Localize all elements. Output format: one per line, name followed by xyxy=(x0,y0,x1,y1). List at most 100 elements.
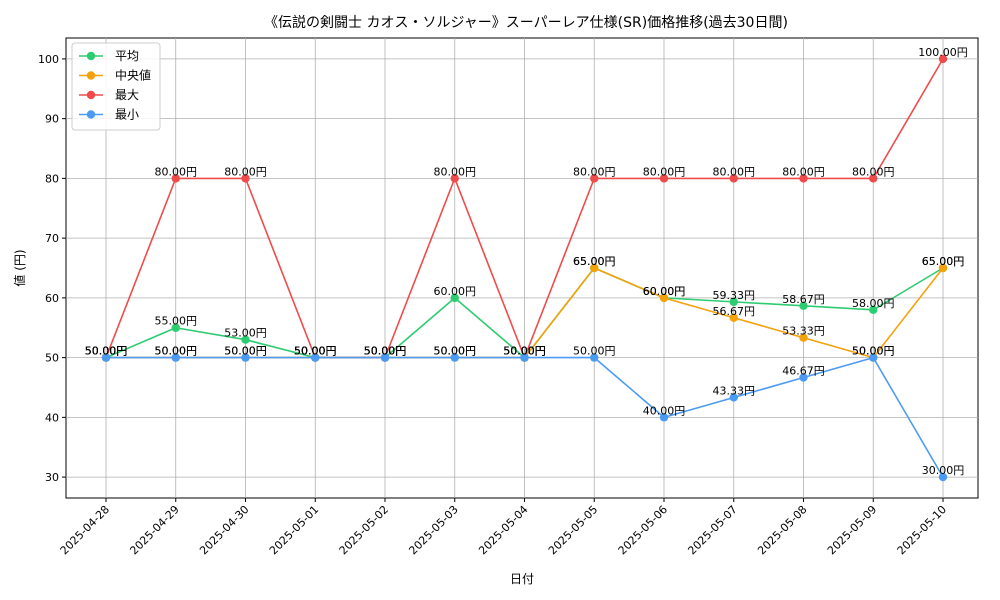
x-tick-label: 2025-05-05 xyxy=(546,503,600,557)
data-labels: 50.00円 55.00円 53.00円 50.00円 50.00円 60.00円 50.0… xyxy=(85,46,968,477)
data-label: 50.00円 xyxy=(364,345,407,358)
data-label: 100.00円 xyxy=(918,46,968,59)
data-label: 60.00円 xyxy=(434,285,477,298)
x-tick-label: 2025-05-03 xyxy=(406,503,460,557)
data-label: 50.00円 xyxy=(224,345,267,358)
data-point xyxy=(869,353,878,362)
data-label: 50.00円 xyxy=(503,345,546,358)
data-label: 50.00円 xyxy=(434,345,477,358)
y-tick-label: 80 xyxy=(45,172,59,185)
data-point xyxy=(171,174,180,183)
data-point xyxy=(659,413,669,422)
data-label: 50.00円 xyxy=(224,345,267,358)
legend-box xyxy=(71,42,161,131)
data-label: 59.33円 xyxy=(713,289,756,302)
legend-marker xyxy=(86,71,96,80)
data-point xyxy=(241,353,250,362)
legend-label: 平均 xyxy=(115,49,139,63)
data-label: 80.00円 xyxy=(155,165,198,178)
x-axis-label: 日付 xyxy=(510,572,534,586)
x-axis: 2025-04-28 2025-04-29 2025-04-30 2025-05-01… xyxy=(58,498,949,557)
data-label: 65.00円 xyxy=(922,255,965,268)
data-label: 65.00円 xyxy=(573,255,616,268)
data-label: 50.00円 xyxy=(85,345,128,358)
x-tick-label: 2025-04-28 xyxy=(58,503,112,557)
data-label: 46.67円 xyxy=(782,365,825,378)
data-label: 50.00円 xyxy=(294,345,337,358)
data-point xyxy=(590,353,599,362)
data-point xyxy=(799,333,808,342)
data-point xyxy=(938,54,948,64)
data-label: 30.00円 xyxy=(922,464,965,477)
data-label: 50.00円 xyxy=(294,345,337,358)
data-point xyxy=(590,263,599,273)
data-label: 53.00円 xyxy=(224,327,267,340)
x-tick-label: 2025-05-06 xyxy=(616,503,670,557)
y-tick-label: 40 xyxy=(45,411,59,424)
data-label: 50.00円 xyxy=(294,345,337,358)
data-point xyxy=(799,174,808,183)
legend-marker xyxy=(86,90,96,100)
data-label: 50.00円 xyxy=(503,345,546,358)
data-label: 50.00円 xyxy=(85,345,128,358)
data-label: 80.00円 xyxy=(573,165,616,178)
data-point xyxy=(241,174,250,183)
data-point xyxy=(171,353,180,362)
x-tick-label: 2025-05-08 xyxy=(755,503,809,557)
legend-label: 最小 xyxy=(115,108,139,122)
y-tick-label: 100 xyxy=(38,53,59,66)
y-tick-label: 30 xyxy=(45,471,59,484)
data-label: 55.00円 xyxy=(155,315,198,328)
legend-label: 中央値 xyxy=(115,68,151,83)
x-tick-label: 2025-05-09 xyxy=(825,503,879,557)
data-label: 80.00円 xyxy=(434,165,477,178)
x-tick-label: 2025-05-01 xyxy=(267,503,321,557)
data-label: 50.00円 xyxy=(852,345,895,358)
data-label: 50.00円 xyxy=(155,345,198,358)
data-point xyxy=(450,353,459,362)
data-point xyxy=(729,393,738,402)
grid-lines xyxy=(66,38,978,498)
data-label: 80.00円 xyxy=(224,165,267,178)
data-label: 65.00円 xyxy=(922,255,965,268)
data-label: 50.00円 xyxy=(364,345,407,358)
data-point xyxy=(450,174,459,183)
data-point xyxy=(520,353,529,362)
data-label: 65.00円 xyxy=(573,255,616,268)
data-label: 80.00円 xyxy=(713,165,756,178)
data-label: 50.00円 xyxy=(573,345,616,358)
data-label: 53.33円 xyxy=(782,325,825,338)
legend-marker xyxy=(86,51,96,61)
data-label: 50.00円 xyxy=(364,345,407,358)
data-label: 58.00円 xyxy=(852,297,895,310)
data-label: 50.00円 xyxy=(364,345,407,358)
data-label: 58.67円 xyxy=(782,293,825,306)
data-label: 80.00円 xyxy=(852,165,895,178)
data-point xyxy=(799,373,808,382)
x-tick-label: 2025-05-10 xyxy=(895,503,949,557)
data-point xyxy=(659,174,669,183)
data-label: 50.00円 xyxy=(85,345,128,358)
data-point xyxy=(171,323,180,332)
data-label: 56.67円 xyxy=(713,305,756,318)
data-label: 50.00円 xyxy=(155,345,198,358)
y-axis-label: 値 (円) xyxy=(12,249,27,286)
data-point xyxy=(869,174,878,183)
data-label: 43.33円 xyxy=(713,384,756,397)
data-label: 60.00円 xyxy=(643,285,686,298)
data-point xyxy=(380,353,390,362)
data-point xyxy=(311,353,320,362)
data-label: 50.00円 xyxy=(852,345,895,358)
data-point xyxy=(729,174,738,183)
data-label: 40.00円 xyxy=(643,404,686,417)
x-tick-label: 2025-05-07 xyxy=(685,503,739,557)
x-tick-label: 2025-04-29 xyxy=(127,503,181,557)
plot-area xyxy=(65,37,979,499)
data-point xyxy=(938,472,948,482)
y-tick-label: 90 xyxy=(45,113,59,126)
data-point xyxy=(241,335,250,344)
series-group xyxy=(101,54,948,482)
